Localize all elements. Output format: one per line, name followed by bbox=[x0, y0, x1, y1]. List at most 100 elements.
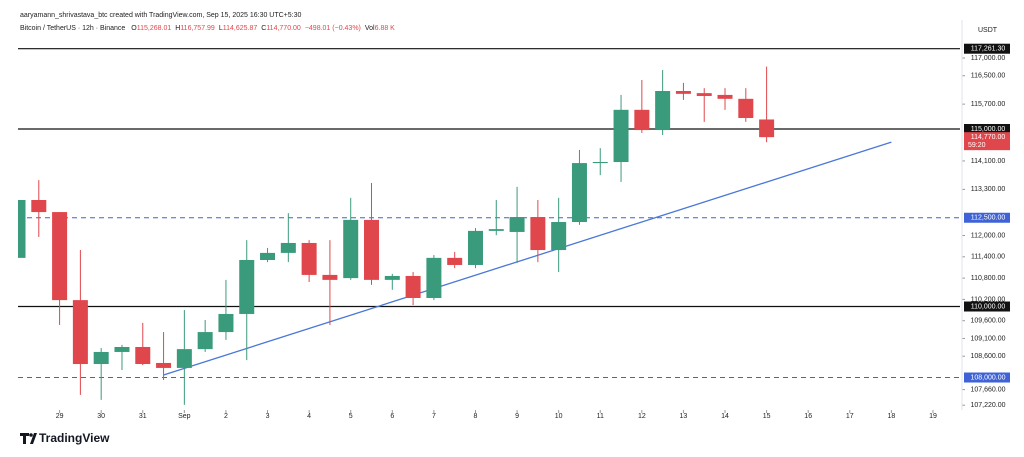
x-tick-label: 12 bbox=[638, 413, 646, 420]
level-tag bbox=[964, 372, 1010, 383]
level-label: 115,000.00 bbox=[971, 126, 1006, 133]
y-tick-label: 116,500.00 bbox=[971, 73, 1006, 80]
x-tick-label: Sep bbox=[178, 413, 191, 420]
y-tick-label: 114,100.00 bbox=[971, 158, 1006, 165]
x-tick-label: 5 bbox=[349, 413, 353, 420]
level-tag bbox=[964, 212, 1010, 223]
x-tick-label: 17 bbox=[846, 413, 854, 420]
header-value: 6.88 K bbox=[374, 25, 395, 32]
x-tick-label: 7 bbox=[432, 413, 436, 420]
x-tick-label: 13 bbox=[680, 413, 688, 420]
candle-body bbox=[571, 163, 587, 223]
y-tick-label: 110,800.00 bbox=[971, 275, 1006, 282]
candle-body bbox=[384, 275, 400, 280]
y-tick-label: 109,100.00 bbox=[970, 335, 1005, 342]
candle-body bbox=[634, 109, 650, 131]
candle-body bbox=[717, 94, 733, 99]
level-label: 108,000.00 bbox=[970, 374, 1005, 381]
x-tick-label: 19 bbox=[929, 413, 937, 420]
level-tag bbox=[964, 123, 1010, 134]
y-tick-label: 115,700.00 bbox=[971, 101, 1006, 108]
x-tick-label: 15 bbox=[763, 413, 771, 420]
last-price-label: 114,770.00 bbox=[971, 134, 1006, 141]
header-value: 114,770.00 bbox=[266, 25, 301, 32]
brand-logo bbox=[20, 433, 37, 444]
candle-body bbox=[301, 242, 317, 275]
candle-body bbox=[176, 349, 192, 368]
x-tick-label: 14 bbox=[721, 413, 729, 420]
candle-body bbox=[135, 346, 151, 365]
x-tick-label: 2 bbox=[224, 413, 228, 420]
candle-body bbox=[72, 300, 88, 365]
x-tick-label: 8 bbox=[474, 413, 478, 420]
level-label: 112,500.00 bbox=[971, 215, 1006, 222]
level-tag bbox=[964, 301, 1010, 312]
candle-body bbox=[31, 200, 47, 213]
candle-body bbox=[93, 351, 109, 365]
candle-body bbox=[18, 200, 26, 258]
x-tick-label: 11 bbox=[597, 413, 604, 420]
y-tick-label: 109,600.00 bbox=[970, 318, 1005, 325]
x-tick-label: 18 bbox=[887, 413, 895, 420]
header-key: Vol bbox=[364, 25, 375, 32]
plot-area bbox=[18, 48, 960, 405]
header-value: 114,625.87 bbox=[222, 25, 258, 32]
candle-body bbox=[405, 275, 421, 298]
y-tick-label: 113,300.00 bbox=[971, 186, 1006, 193]
price-axis: 117,000.00 116,500.00 115,700.00 114,100.00… bbox=[962, 43, 1010, 409]
candle-body bbox=[447, 257, 463, 265]
candle-body bbox=[738, 98, 754, 118]
symbol-title: Bitcoin / TetherUS · 12h · Binance bbox=[20, 25, 126, 32]
candle-body bbox=[467, 230, 483, 265]
candle-body bbox=[322, 274, 338, 280]
header-key: O bbox=[131, 25, 137, 32]
candle-body bbox=[343, 219, 359, 279]
trendline bbox=[163, 141, 892, 376]
last-price-tag bbox=[964, 132, 1010, 151]
candle-body bbox=[114, 346, 130, 352]
candle-body bbox=[488, 229, 504, 231]
header-value: 116,757.99 bbox=[180, 25, 215, 32]
y-tick-label: 111,400.00 bbox=[971, 254, 1005, 261]
y-tick-label: 108,600.00 bbox=[970, 353, 1005, 360]
credit: aaryamann_shrivastava_btc created with T… bbox=[20, 12, 302, 19]
x-tick-label: 16 bbox=[804, 413, 812, 420]
x-tick-label: 31 bbox=[139, 413, 147, 420]
x-tick-label: 9 bbox=[515, 413, 519, 420]
candle-body bbox=[759, 119, 775, 138]
y-tick-label: 117,000.00 bbox=[971, 55, 1006, 62]
legend-header: Bitcoin / TetherUS · 12h · Binance O115,… bbox=[20, 25, 395, 32]
candle-body bbox=[364, 219, 380, 280]
brand: TradingView bbox=[39, 431, 110, 445]
level-label: 110,000.00 bbox=[971, 303, 1006, 310]
y-tick-label: 112,000.00 bbox=[971, 232, 1006, 239]
level-tag bbox=[964, 43, 1010, 54]
header-key: C bbox=[261, 25, 267, 32]
candle-body bbox=[675, 91, 691, 94]
y-tick-label: 110,200.00 bbox=[971, 296, 1006, 303]
header-key: L bbox=[218, 25, 223, 32]
candle-body bbox=[592, 162, 608, 164]
candle-body bbox=[52, 212, 68, 301]
candle-body bbox=[156, 362, 172, 368]
countdown: 59:20 bbox=[968, 142, 986, 149]
level-label: 117,261.30 bbox=[971, 46, 1006, 53]
x-tick-label: 4 bbox=[307, 413, 311, 420]
candle-body bbox=[613, 109, 629, 163]
currency: USDT bbox=[978, 27, 998, 34]
candle-body bbox=[239, 260, 255, 314]
x-tick-label: 6 bbox=[390, 413, 394, 420]
candle-body bbox=[655, 91, 671, 131]
candle-body bbox=[509, 217, 525, 232]
header-key: H bbox=[175, 25, 181, 32]
x-tick-label: 3 bbox=[266, 413, 270, 420]
candle-body bbox=[551, 222, 567, 251]
candle-body bbox=[280, 242, 296, 253]
y-tick-label: 107,220.00 bbox=[970, 402, 1005, 409]
candle-body bbox=[260, 252, 276, 260]
x-tick-label: 29 bbox=[56, 413, 64, 420]
candle-body bbox=[218, 313, 234, 333]
